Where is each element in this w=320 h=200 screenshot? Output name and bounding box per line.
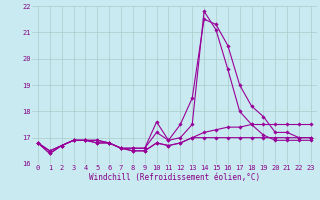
X-axis label: Windchill (Refroidissement éolien,°C): Windchill (Refroidissement éolien,°C) — [89, 173, 260, 182]
